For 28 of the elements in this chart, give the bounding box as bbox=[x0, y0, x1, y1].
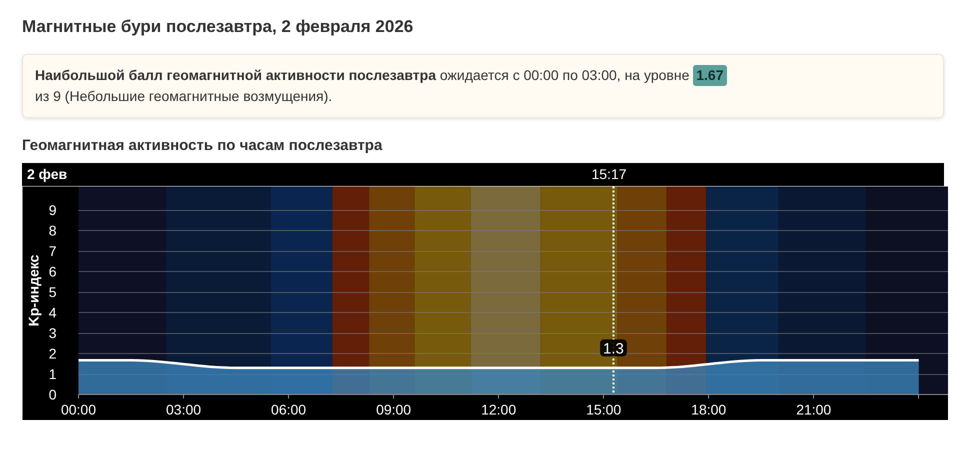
y-tick-label: 7 bbox=[48, 243, 57, 260]
ref-line-label: 15:17 bbox=[591, 166, 627, 182]
y-tick-label: 3 bbox=[48, 325, 57, 342]
x-tick-label: 15:00 bbox=[586, 402, 622, 418]
y-tick-label: 5 bbox=[48, 284, 57, 300]
text: 2 фев bbox=[27, 166, 68, 182]
x-tick-label: 09:00 bbox=[376, 402, 412, 418]
x-tick-label: 03:00 bbox=[166, 402, 202, 418]
x-tick-label: 00:00 bbox=[60, 402, 96, 418]
y-tick-label: 9 bbox=[48, 202, 57, 218]
y-tick-label: 4 bbox=[48, 304, 57, 321]
text: из 9 (Небольшие геомагнитные возмущения). bbox=[35, 87, 332, 106]
chart-title: Магнитные бури послезавтра, 2 февраля 2026 bbox=[22, 16, 414, 38]
y-axis-title: Kp-индекс bbox=[26, 254, 42, 326]
x-tick-label: 06:00 bbox=[271, 402, 306, 418]
y-tick-label: 0 bbox=[48, 386, 57, 402]
y-tick-label: 1 bbox=[48, 366, 57, 382]
chart-subtitle: Геомагнитная активность по часам послезавтра bbox=[22, 136, 382, 156]
annotation: 1.3 bbox=[603, 340, 624, 358]
y-tick-label: 8 bbox=[48, 222, 57, 239]
y-tick-label: 2 bbox=[48, 346, 57, 362]
y-tick-label: 6 bbox=[48, 264, 57, 280]
x-tick-label: 12:00 bbox=[481, 402, 516, 418]
x-tick-label: 18:00 bbox=[691, 402, 726, 418]
text: Наибольшой балл геомагнитной активности послезавтра bbox=[35, 66, 436, 85]
x-tick-label: 21:00 bbox=[796, 402, 832, 418]
text: ожидается с 00:00 по 03:00, на уровне bbox=[440, 66, 690, 85]
text: 1.67 bbox=[693, 65, 726, 86]
